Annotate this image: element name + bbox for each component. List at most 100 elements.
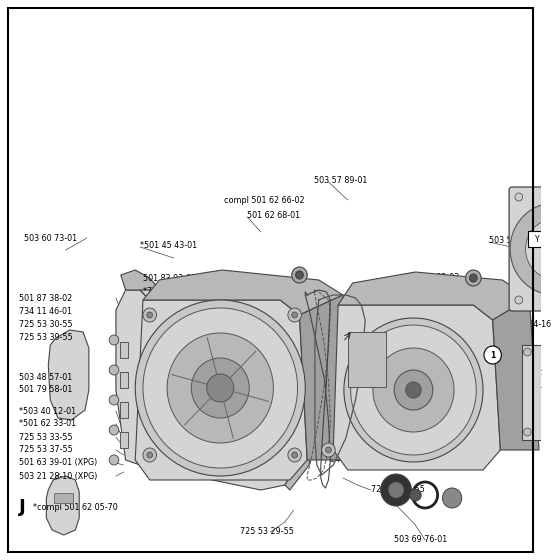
Bar xyxy=(54,493,73,503)
Circle shape xyxy=(465,270,481,286)
Text: 725 53 29-55: 725 53 29-55 xyxy=(240,528,293,536)
Circle shape xyxy=(524,428,531,436)
FancyBboxPatch shape xyxy=(509,187,560,311)
Circle shape xyxy=(147,452,153,458)
Text: 503 5114-01: 503 5114-01 xyxy=(489,236,539,245)
Circle shape xyxy=(325,447,332,453)
Circle shape xyxy=(351,325,476,455)
Text: 501 45 27-02: 501 45 27-02 xyxy=(143,312,197,321)
Circle shape xyxy=(381,474,412,506)
Circle shape xyxy=(136,300,305,476)
Text: 501 43 00-01: 501 43 00-01 xyxy=(445,446,497,455)
Polygon shape xyxy=(121,270,367,365)
Circle shape xyxy=(167,333,273,443)
Text: 501 62 08-02: 501 62 08-02 xyxy=(269,416,322,424)
Polygon shape xyxy=(280,285,319,490)
Text: 503 48 57-01: 503 48 57-01 xyxy=(20,372,73,381)
Text: 501 62 68-01: 501 62 68-01 xyxy=(248,211,300,220)
Text: 501 62 95-01: 501 62 95-01 xyxy=(489,380,542,390)
Circle shape xyxy=(143,308,297,468)
FancyBboxPatch shape xyxy=(529,231,546,247)
Text: 720 13 07-10*: 720 13 07-10* xyxy=(417,301,474,310)
Circle shape xyxy=(543,237,560,261)
Polygon shape xyxy=(48,330,89,420)
Circle shape xyxy=(288,308,301,322)
Circle shape xyxy=(288,448,301,462)
Circle shape xyxy=(109,395,119,405)
Polygon shape xyxy=(300,295,353,460)
Circle shape xyxy=(344,318,483,462)
Text: 1: 1 xyxy=(490,351,495,360)
Circle shape xyxy=(292,452,297,458)
Circle shape xyxy=(321,443,335,457)
Text: *720 13 07-10: *720 13 07-10 xyxy=(143,287,200,296)
Text: 501 63 39-01 (XPG): 501 63 39-01 (XPG) xyxy=(20,459,97,468)
Circle shape xyxy=(207,374,234,402)
Circle shape xyxy=(409,489,421,501)
Circle shape xyxy=(143,308,156,322)
Circle shape xyxy=(373,348,454,432)
Polygon shape xyxy=(120,372,128,388)
Text: 503 60 73-01: 503 60 73-01 xyxy=(24,234,77,242)
Circle shape xyxy=(292,312,297,318)
Text: 503 26 02-02: 503 26 02-02 xyxy=(406,273,459,282)
Circle shape xyxy=(388,482,404,498)
Text: 501 87 38-02: 501 87 38-02 xyxy=(20,293,73,302)
Text: 734 11 46-01: 734 11 46-01 xyxy=(20,306,72,315)
Circle shape xyxy=(442,488,462,508)
Polygon shape xyxy=(46,476,79,535)
Text: 725 53 27-55: 725 53 27-55 xyxy=(371,486,425,494)
Polygon shape xyxy=(333,305,501,470)
Text: 503 57 89-01: 503 57 89-01 xyxy=(314,175,367,184)
Polygon shape xyxy=(143,270,343,315)
Text: *501 45 43-01: *501 45 43-01 xyxy=(140,240,197,250)
Text: 725 53 30-55: 725 53 30-55 xyxy=(20,320,73,329)
Text: 501 83 93-01: 501 83 93-01 xyxy=(143,273,196,282)
Text: *503 40 12-01: *503 40 12-01 xyxy=(20,407,77,416)
Bar xyxy=(348,332,386,387)
Polygon shape xyxy=(140,290,304,490)
Text: 725 53 37-55: 725 53 37-55 xyxy=(20,446,73,455)
Circle shape xyxy=(510,203,560,295)
Circle shape xyxy=(147,312,153,318)
Circle shape xyxy=(296,271,304,279)
Circle shape xyxy=(109,365,119,375)
Text: J: J xyxy=(20,498,26,516)
Circle shape xyxy=(515,193,522,201)
Circle shape xyxy=(524,348,531,356)
Circle shape xyxy=(143,448,156,462)
Text: compl 501 62 66-02: compl 501 62 66-02 xyxy=(224,195,305,204)
Polygon shape xyxy=(136,300,307,480)
Circle shape xyxy=(109,335,119,345)
Text: 501 54 63-01: 501 54 63-01 xyxy=(143,300,196,309)
Polygon shape xyxy=(120,342,128,358)
Text: 501 45 41-01: 501 45 41-01 xyxy=(143,325,196,334)
Text: 501 79 58-01: 501 79 58-01 xyxy=(20,385,73,394)
Circle shape xyxy=(469,274,477,282)
Circle shape xyxy=(515,296,522,304)
Bar xyxy=(522,345,560,440)
Circle shape xyxy=(109,455,119,465)
Text: Y: Y xyxy=(535,235,539,244)
Text: *501 62 33-01: *501 62 33-01 xyxy=(20,419,77,428)
Circle shape xyxy=(525,219,560,279)
Circle shape xyxy=(406,382,421,398)
Text: 740 42 06-00*: 740 42 06-00* xyxy=(330,455,388,464)
Text: 503 21 28-10 (XPG): 503 21 28-10 (XPG) xyxy=(20,472,97,480)
Text: 503 20 34-16: 503 20 34-16 xyxy=(498,320,552,329)
Polygon shape xyxy=(120,402,128,418)
Circle shape xyxy=(109,425,119,435)
Text: 725 53 39-55: 725 53 39-55 xyxy=(20,333,73,342)
Circle shape xyxy=(394,370,433,410)
Text: 725 52 87-55*: 725 52 87-55* xyxy=(417,287,475,296)
Circle shape xyxy=(292,267,307,283)
Polygon shape xyxy=(338,272,529,320)
Circle shape xyxy=(484,346,501,364)
Circle shape xyxy=(192,358,249,418)
Polygon shape xyxy=(493,298,539,450)
Text: 725 53 33-55: 725 53 33-55 xyxy=(20,432,73,441)
Polygon shape xyxy=(120,432,128,448)
Polygon shape xyxy=(116,290,164,465)
Text: *compl 501 62 05-70: *compl 501 62 05-70 xyxy=(33,502,118,511)
Text: 501 62 81-02: 501 62 81-02 xyxy=(489,367,542,376)
